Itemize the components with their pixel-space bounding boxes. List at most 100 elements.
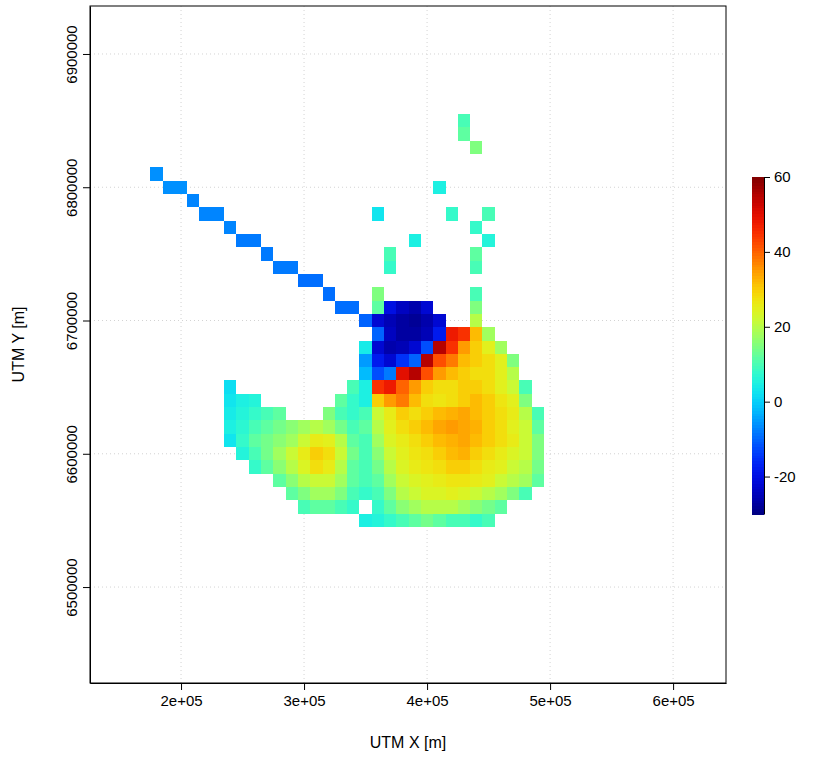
y-tick-label: 6800000 [63,159,80,217]
x-tick-mark [427,683,428,690]
cell [273,261,285,274]
cell [384,327,396,340]
cell [212,207,224,220]
cell [433,474,445,487]
cell [384,247,396,260]
cell [507,394,519,407]
cell [396,341,408,354]
colorbar-tick: 60 [764,168,791,185]
cell [384,447,396,460]
cell [495,434,507,447]
cell [409,380,421,393]
cell [470,447,482,460]
cell [458,487,470,500]
x-axis: 2e+053e+054e+055e+056e+05 [91,683,727,709]
cell [249,234,261,247]
cell [224,394,236,407]
cell [482,487,494,500]
cell [470,341,482,354]
cell [482,434,494,447]
cell [384,354,396,367]
colorbar-tick-label: -20 [774,468,796,485]
cell [384,314,396,327]
cell [236,420,248,433]
cell [384,474,396,487]
cell [384,420,396,433]
x-tick: 3e+05 [283,683,325,709]
cell [372,207,384,220]
cell [409,301,421,314]
cell [310,487,322,500]
cell [372,487,384,500]
cell [359,407,371,420]
cell [482,394,494,407]
cell [470,420,482,433]
cell [470,354,482,367]
cell [495,487,507,500]
cell [458,354,470,367]
colorbar-tick-label: 20 [774,318,791,335]
cell [372,434,384,447]
cell [458,380,470,393]
cell [421,354,433,367]
cell [470,434,482,447]
cell [495,354,507,367]
cell [482,407,494,420]
cell [470,314,482,327]
cell [470,301,482,314]
cell [458,447,470,460]
cell [470,247,482,260]
cell [482,327,494,340]
y-axis-line [90,7,91,684]
colorbar-tick: 40 [764,243,791,260]
cell [384,434,396,447]
y-tick: 6900000 [63,25,90,83]
cell [507,407,519,420]
cell [335,394,347,407]
cell [298,500,310,513]
cell [421,380,433,393]
y-tick-label: 6900000 [63,25,80,83]
cell [372,327,384,340]
cell [507,460,519,473]
cell [249,447,261,460]
cell [273,420,285,433]
cell [409,474,421,487]
cell [298,274,310,287]
cell [359,514,371,527]
cell [384,301,396,314]
cell [421,301,433,314]
colorbar-tick: -20 [764,468,796,485]
cell [421,447,433,460]
y-tick-label: 6700000 [63,292,80,350]
cell [372,287,384,300]
colorbar-tick-mark [764,177,770,178]
cell [310,434,322,447]
cell [495,474,507,487]
cell [249,434,261,447]
cell [458,127,470,140]
cell [409,447,421,460]
x-tick: 5e+05 [530,683,572,709]
cell [458,394,470,407]
cell [347,420,359,433]
cell [470,487,482,500]
cell [323,460,335,473]
cell [433,314,445,327]
cell [236,394,248,407]
cell [273,460,285,473]
cell [236,407,248,420]
cell [384,394,396,407]
y-tick-label: 6500000 [63,558,80,616]
cell [519,394,531,407]
cell [470,500,482,513]
cell [482,474,494,487]
cell [421,460,433,473]
cell [458,514,470,527]
cell [335,460,347,473]
cell [359,314,371,327]
cell [421,434,433,447]
colorbar-tick-label: 60 [774,168,791,185]
cell [458,460,470,473]
y-tick: 6500000 [63,558,90,616]
